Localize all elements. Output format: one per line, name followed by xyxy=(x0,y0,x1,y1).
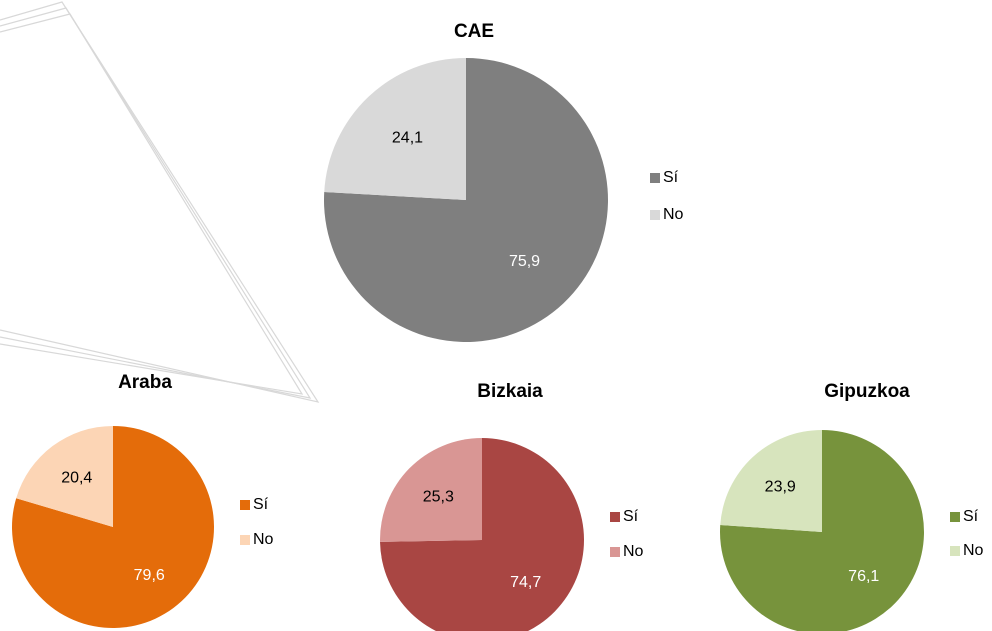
legend-label: No xyxy=(253,531,274,548)
data-label: 20,4 xyxy=(61,470,92,487)
legend-swatch xyxy=(650,210,660,220)
legend-swatch xyxy=(240,500,250,510)
triangle-line xyxy=(0,1,320,403)
legend-swatch xyxy=(650,173,660,183)
data-label: 76,1 xyxy=(848,568,879,585)
pie-slice xyxy=(380,438,482,542)
legend-swatch xyxy=(950,546,960,556)
legend-swatch xyxy=(240,535,250,545)
legend-label: Sí xyxy=(623,508,639,525)
legend-label: Sí xyxy=(663,169,679,186)
legend-swatch xyxy=(610,547,620,557)
data-label: 24,1 xyxy=(392,129,423,146)
decoration xyxy=(0,1,320,403)
data-label: 79,6 xyxy=(134,567,165,584)
data-label: 25,3 xyxy=(423,488,454,505)
pie-slice xyxy=(720,430,822,532)
legend-label: No xyxy=(663,206,684,223)
pie-slice xyxy=(324,58,466,200)
chart-title: CAE xyxy=(454,21,494,42)
pie-slice xyxy=(380,438,584,631)
pie-slice xyxy=(720,430,924,631)
chart-title: Bizkaia xyxy=(477,381,543,402)
legend-label: Sí xyxy=(253,496,269,513)
data-label: 23,9 xyxy=(765,478,796,495)
data-label: 74,7 xyxy=(510,574,541,591)
triangle-line xyxy=(0,13,304,395)
legend-label: No xyxy=(963,542,984,559)
pie-slice xyxy=(324,58,608,343)
pie-slice xyxy=(12,426,215,628)
triangle-line xyxy=(0,7,312,399)
chart-title: Gipuzkoa xyxy=(824,381,910,402)
legend-label: Sí xyxy=(963,508,979,525)
data-label: 75,9 xyxy=(509,253,540,270)
legend-swatch xyxy=(610,512,620,522)
legend-label: No xyxy=(623,543,644,560)
legend-swatch xyxy=(950,512,960,522)
chart-title: Araba xyxy=(118,372,172,393)
pie-slice xyxy=(16,425,113,527)
